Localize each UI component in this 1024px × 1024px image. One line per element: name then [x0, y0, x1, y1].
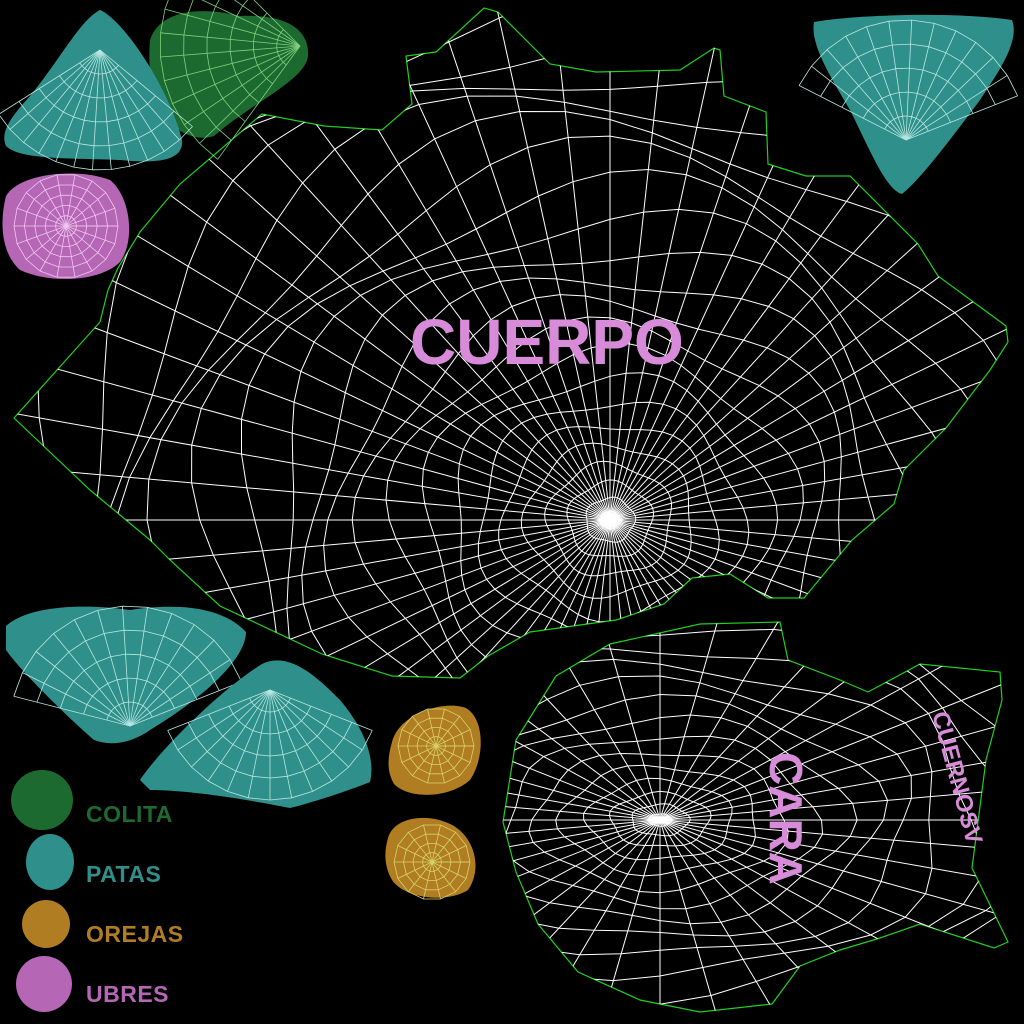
legend: COLITA PATAS OREJAS UBRES: [11, 770, 184, 1012]
legend-item-orejas: OREJAS: [22, 900, 184, 948]
ear-wireframe: [397, 708, 475, 784]
legend-label-ubres: UBRES: [86, 981, 169, 1007]
tail-wireframe: [159, 0, 301, 160]
leg-island-shape: [4, 10, 183, 162]
legend-swatch-ubres: [16, 956, 72, 1012]
legend-item-ubres: UBRES: [16, 956, 169, 1012]
legend-swatch-orejas: [22, 900, 70, 948]
ear-island-shape: [385, 817, 476, 898]
body-label: CUERPO: [410, 306, 684, 378]
tail-island: [149, 0, 309, 160]
legend-label-patas: PATAS: [86, 861, 161, 887]
legend-swatch-patas: [26, 834, 74, 890]
legend-item-colita: COLITA: [11, 770, 173, 830]
face-label: CARA: [760, 752, 812, 885]
legend-label-orejas: OREJAS: [86, 921, 184, 947]
ear-wireframe: [393, 824, 471, 900]
legs-island-top-left: [0, 10, 193, 171]
leg-wireframe: [798, 19, 1018, 141]
legs-island-bottom-left-b: [140, 660, 373, 808]
ear-island-a: [388, 705, 481, 795]
legend-label-colita: COLITA: [86, 801, 173, 827]
legs-island-bottom-left-a: [6, 605, 246, 744]
leg-wireframe: [167, 689, 373, 801]
leg-island-shape: [6, 606, 246, 744]
legs-island-top-right: [798, 14, 1018, 195]
leg-island-shape: [140, 660, 372, 808]
ear-island-b: [385, 817, 476, 900]
leg-wireframe: [0, 49, 193, 171]
leg-wireframe: [13, 605, 242, 727]
udder-island: [2, 173, 130, 280]
body-outline: [13, 7, 1009, 679]
udder-wireframe: [13, 174, 119, 278]
legend-item-patas: PATAS: [26, 834, 161, 890]
legend-swatch-colita: [11, 770, 73, 830]
